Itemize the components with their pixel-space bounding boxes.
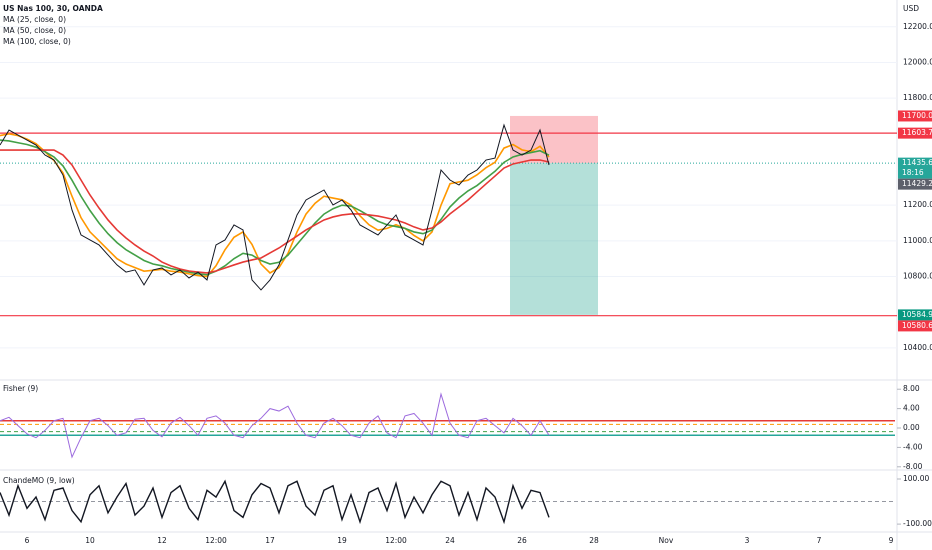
x-tick-label: 9 xyxy=(889,536,894,545)
price-line xyxy=(0,123,550,291)
legend-entry: MA (100, close, 0) xyxy=(3,37,71,46)
panel-title: ChandeMO (9, low) xyxy=(3,476,75,485)
x-tick-label: 6 xyxy=(25,536,30,545)
ma-line xyxy=(0,132,550,278)
price-label: 11603.7 xyxy=(902,128,932,137)
legend-entry: MA (25, close, 0) xyxy=(3,15,66,24)
price-label: 10584.9 xyxy=(902,310,932,319)
y-tick-label: -8.00 xyxy=(903,462,923,471)
price-label-bg xyxy=(898,110,932,122)
x-tick-label: 12 xyxy=(157,536,167,545)
x-tick-label: 17 xyxy=(265,536,275,545)
y-tick-label: -100.00 xyxy=(903,519,932,528)
x-tick-label: 26 xyxy=(517,536,527,545)
x-tick-label: 10 xyxy=(85,536,95,545)
target-zone xyxy=(510,163,598,315)
y-tick-label: 10400.0 xyxy=(903,343,932,352)
price-label-bg xyxy=(898,157,932,179)
x-tick-label: 28 xyxy=(589,536,599,545)
y-tick-label: 11800.0 xyxy=(903,93,932,102)
x-tick-label: 24 xyxy=(445,536,455,545)
legend-entry: MA (50, close, 0) xyxy=(3,26,66,35)
y-tick-label: 8.00 xyxy=(903,384,920,393)
price-label: 11429.2 xyxy=(902,179,932,188)
x-tick-label: 19 xyxy=(337,536,347,545)
y-tick-label: 12000.0 xyxy=(903,57,932,66)
indicator-line xyxy=(0,392,550,459)
y-tick-label: 12200.0 xyxy=(903,22,932,31)
price-label: 11435.6 xyxy=(902,158,932,167)
stop-zone xyxy=(510,115,598,164)
y-tick-label: 4.00 xyxy=(903,404,920,413)
countdown: 18:16 xyxy=(902,168,924,177)
y-tick-label: -4.00 xyxy=(903,442,923,451)
y-tick-label: 11000.0 xyxy=(903,236,932,245)
panel-title: US Nas 100, 30, OANDA xyxy=(3,4,103,13)
y-tick-label: 0.00 xyxy=(903,423,920,432)
price-label-bg xyxy=(898,320,932,332)
price-label-bg xyxy=(898,178,932,190)
panel-title: Fisher (9) xyxy=(3,384,38,393)
y-tick-label: 11200.0 xyxy=(903,200,932,209)
price-label: 10580.6 xyxy=(902,321,932,330)
ma-line xyxy=(0,139,550,276)
y-tick-label: 10800.0 xyxy=(903,272,932,281)
ma-line xyxy=(0,149,550,274)
x-tick-label: 12:00 xyxy=(385,536,407,545)
price-label: 11700.0 xyxy=(902,111,932,120)
currency: USD xyxy=(903,4,919,13)
price-label-bg xyxy=(898,127,932,139)
y-tick-label: 100.00 xyxy=(903,474,929,483)
x-tick-label: Nov xyxy=(659,536,674,545)
indicator-line xyxy=(0,479,550,525)
price-label-bg xyxy=(898,309,932,321)
x-tick-label: 3 xyxy=(745,536,750,545)
x-tick-label: 12:00 xyxy=(205,536,227,545)
x-tick-label: 7 xyxy=(817,536,822,545)
